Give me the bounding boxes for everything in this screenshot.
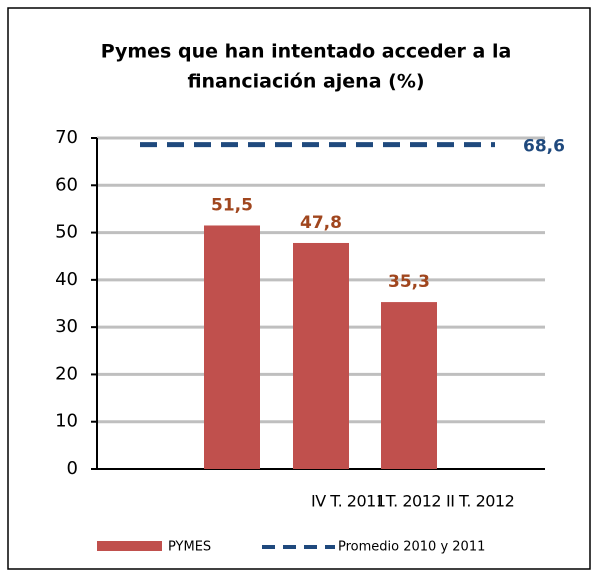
y-tick-label: 20 [55,363,78,384]
bar [381,302,437,469]
reference-label: 68,6 [523,137,565,157]
x-tick-label: II T. 2012 [446,492,514,511]
x-tick-label: I T. 2012 [377,492,441,511]
value-label: 51,5 [211,195,253,215]
legend-label: PYMES [168,540,211,555]
y-tick-label: 10 [55,411,78,432]
y-tick-label: 60 [55,174,78,195]
y-tick-label: 70 [55,127,78,148]
legend-label: Promedio 2010 y 2011 [338,540,485,555]
value-label: 35,3 [388,272,430,292]
y-tick-label: 0 [67,458,78,479]
bar [204,225,260,469]
chart-title: financiación ajena (%) [187,71,424,93]
chart-title: Pymes que han intentado acceder a la [101,41,512,63]
legend-swatch [97,541,162,551]
y-tick-label: 50 [55,222,78,243]
value-label: 47,8 [300,213,342,233]
x-tick-label: IV T. 2011 [311,492,386,511]
y-tick-label: 40 [55,269,78,290]
y-tick-label: 30 [55,316,78,337]
bar [293,242,349,469]
